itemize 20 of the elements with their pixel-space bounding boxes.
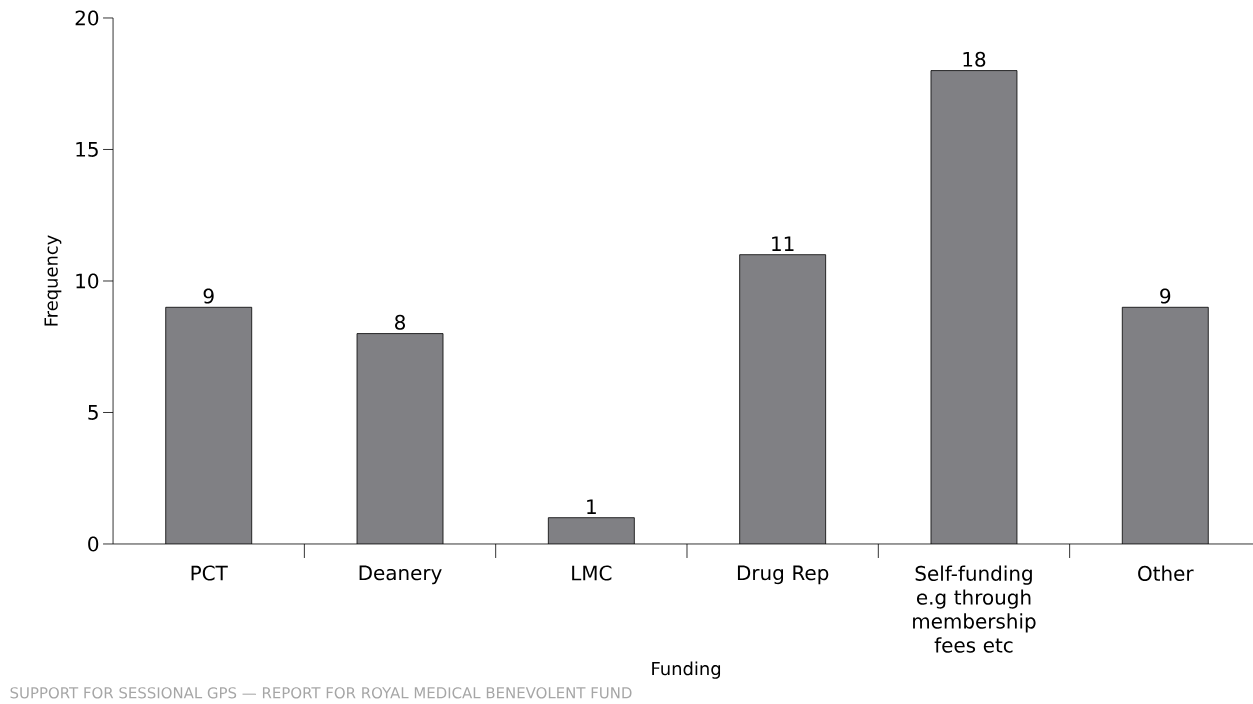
y-tick-label: 20	[75, 10, 99, 26]
x-tick-label: PCT	[191, 565, 228, 581]
data-label: 11	[772, 236, 794, 251]
x-tick-label: Drug Rep	[737, 565, 829, 585]
text: SUPPORT FOR SESSIONAL GPS — REPORT FOR ROYAL MEDICAL BENEVOLENT FUND	[10, 687, 632, 699]
data-label: 18	[963, 51, 986, 67]
y-tick-label: 5	[88, 405, 98, 420]
y-tick-label: 15	[76, 142, 98, 157]
x-tick-label: Deanery	[359, 565, 442, 585]
x-axis-title: Funding	[652, 661, 721, 679]
data-label: 9	[203, 288, 214, 304]
data-label: 1	[587, 499, 596, 514]
data-label: 8	[395, 314, 405, 330]
y-axis-title: Frequency	[44, 235, 62, 326]
x-tick-label: Self-funding e.g through membership fees etc	[913, 565, 1036, 653]
y-tick-label: 10	[76, 273, 99, 289]
data-label: 9	[1160, 288, 1171, 304]
x-tick-label: Other	[1138, 565, 1194, 581]
y-tick-label: 0	[88, 536, 99, 552]
x-tick-label: LMC	[572, 565, 612, 581]
